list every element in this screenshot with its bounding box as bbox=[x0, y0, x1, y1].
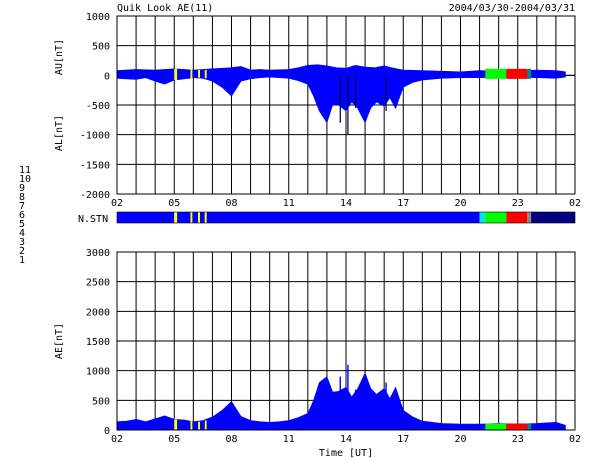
nstn-segment bbox=[198, 212, 201, 223]
station-level-label: 2 bbox=[19, 246, 25, 257]
station-level-label: 7 bbox=[19, 201, 25, 212]
ae-overlay-segment bbox=[527, 423, 532, 430]
au-al-overlay-segment bbox=[485, 68, 491, 79]
x-tick-label: 11 bbox=[283, 434, 295, 445]
ae-xtick-labels: 02 05 08 11 14 17 20 23 02 bbox=[111, 434, 581, 445]
y-tick-label: 1000 bbox=[86, 367, 110, 378]
chart-title: Quik Look AE(11) bbox=[117, 3, 213, 14]
nstn-bar bbox=[116, 211, 576, 224]
nstn-label: N.STN bbox=[78, 214, 108, 225]
nstn-segment bbox=[506, 212, 528, 223]
nstn-segment bbox=[177, 212, 191, 223]
al-series bbox=[116, 75, 566, 124]
station-level-label: 11 bbox=[19, 165, 31, 176]
nstn-segment bbox=[117, 212, 175, 223]
nstn-segment bbox=[485, 212, 507, 223]
au-al-overlay-segment bbox=[490, 68, 507, 79]
nstn-segment bbox=[190, 212, 193, 223]
au-al-xtick-labels: 02 05 08 11 14 17 20 23 02 bbox=[111, 198, 581, 209]
x-tick-label: 05 bbox=[168, 434, 180, 445]
ae-frame bbox=[116, 251, 576, 431]
nstn-segment bbox=[206, 212, 480, 223]
x-tick-label: 17 bbox=[397, 198, 409, 209]
au-al-overlay-segment bbox=[204, 69, 207, 79]
y-tick-label: 3000 bbox=[86, 248, 110, 259]
ae-overlay-segment bbox=[190, 419, 193, 430]
au-al-overlays bbox=[174, 68, 532, 81]
ae-overlay-segment bbox=[198, 421, 201, 430]
ae-overlay-segment bbox=[485, 423, 507, 430]
y-tick-label: -500 bbox=[86, 101, 110, 112]
nstn-segment bbox=[174, 212, 178, 223]
x-tick-label: 08 bbox=[225, 198, 237, 209]
x-tick-label: 11 bbox=[283, 198, 295, 209]
y-tick-label: 0 bbox=[104, 71, 110, 82]
au-al-overlay-segment bbox=[527, 68, 532, 79]
y-tick-label: 1000 bbox=[86, 12, 110, 23]
au-al-overlay-segment bbox=[198, 69, 201, 78]
nstn-segment bbox=[192, 212, 199, 223]
ae-series bbox=[116, 372, 566, 431]
x-tick-label: 14 bbox=[340, 198, 352, 209]
nstn-segment bbox=[200, 212, 205, 223]
au-al-overlay-segment bbox=[174, 68, 178, 81]
station-level-label: 3 bbox=[19, 237, 25, 248]
station-level-label: 5 bbox=[19, 219, 25, 230]
y-tick-label: 0 bbox=[104, 426, 110, 437]
au-al-overlay-segment bbox=[190, 68, 193, 79]
y-tick-label: -1000 bbox=[80, 131, 110, 142]
x-tick-label: 02 bbox=[569, 434, 581, 445]
au-al-ytick-labels: 1000 500 0 -500 -1000 -1500 -2000 bbox=[80, 12, 110, 201]
au-axis-label: AU[nT] bbox=[54, 39, 65, 75]
station-level-label: 8 bbox=[19, 192, 25, 203]
ae-area bbox=[116, 364, 566, 431]
au-al-overlay-segment bbox=[506, 68, 528, 79]
ae-overlay-segment bbox=[204, 420, 207, 430]
x-tick-label: 05 bbox=[168, 198, 180, 209]
x-tick-label: 02 bbox=[111, 198, 123, 209]
station-level-label: 10 bbox=[19, 174, 31, 185]
x-tick-label: 20 bbox=[454, 434, 466, 445]
ae-overlay-segment bbox=[174, 419, 178, 430]
station-level-label: 1 bbox=[19, 255, 25, 266]
ae-ytick-labels: 3000 2500 2000 1500 1000 500 0 bbox=[86, 248, 110, 437]
y-tick-label: 2500 bbox=[86, 278, 110, 289]
station-level-label: 4 bbox=[19, 228, 25, 239]
nstn-segment bbox=[204, 212, 207, 223]
al-axis-label: AL[nT] bbox=[54, 115, 65, 151]
y-tick-label: 500 bbox=[92, 42, 110, 53]
x-tick-label: 02 bbox=[569, 198, 581, 209]
y-tick-label: -1500 bbox=[80, 160, 110, 171]
y-tick-label: 1500 bbox=[86, 337, 110, 348]
ae-overlay-segment bbox=[506, 423, 528, 430]
y-tick-label: 500 bbox=[92, 396, 110, 407]
station-level-label: 6 bbox=[19, 210, 25, 221]
x-tick-label: 17 bbox=[397, 434, 409, 445]
ae-overlays bbox=[174, 419, 532, 430]
station-level-label: 9 bbox=[19, 183, 25, 194]
x-tick-label: 23 bbox=[512, 434, 524, 445]
x-axis-label: Time [UT] bbox=[319, 448, 373, 459]
date-range: 2004/03/30-2004/03/31 bbox=[449, 3, 575, 14]
nstn-segment bbox=[527, 212, 532, 223]
ae-axis-label: AE[nT] bbox=[54, 323, 65, 359]
y-tick-label: 2000 bbox=[86, 307, 110, 318]
nstn-frame bbox=[116, 211, 576, 224]
nstn-segment bbox=[531, 212, 575, 223]
y-tick-label: -2000 bbox=[80, 190, 110, 201]
x-tick-label: 08 bbox=[225, 434, 237, 445]
au-al-frame bbox=[116, 15, 576, 195]
x-tick-label: 14 bbox=[340, 434, 352, 445]
x-tick-label: 02 bbox=[111, 434, 123, 445]
x-tick-label: 20 bbox=[454, 198, 466, 209]
nstn-segment bbox=[479, 212, 486, 223]
au-al-area bbox=[116, 64, 575, 135]
x-tick-label: 23 bbox=[512, 198, 524, 209]
